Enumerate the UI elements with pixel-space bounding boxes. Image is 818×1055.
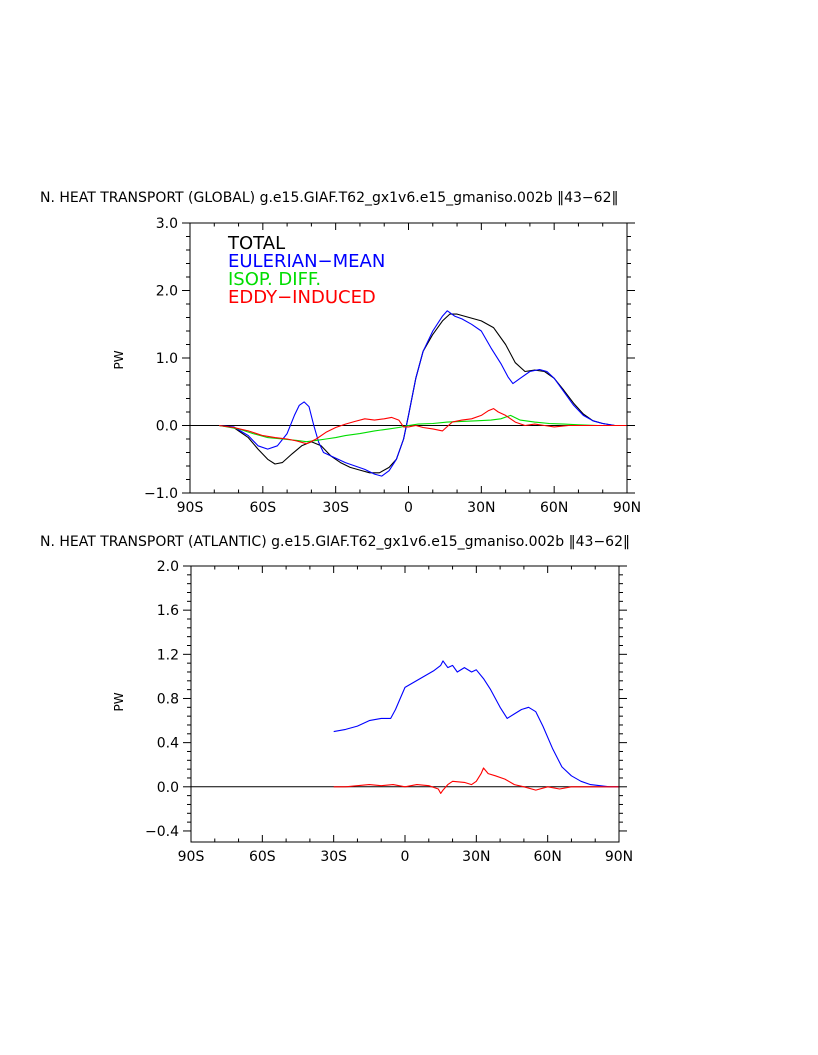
atlantic-chart-title: N. HEAT TRANSPORT (ATLANTIC) g.e15.GIAF.…: [40, 534, 630, 550]
series-line-eddy-induced: [219, 408, 627, 445]
y-tick-label: −0.4: [145, 824, 179, 840]
x-tick-label: 90S: [178, 849, 205, 865]
y-tick-label: 2.0: [157, 559, 179, 575]
y-tick-label: 1.2: [157, 647, 179, 663]
series-line-isop-diff: [219, 414, 627, 443]
x-tick-label: 30N: [462, 849, 490, 865]
x-tick-label: 60S: [249, 500, 276, 516]
x-tick-label: 0: [401, 849, 410, 865]
y-tick-label: 0.8: [157, 691, 179, 707]
x-tick-label: 30S: [320, 849, 347, 865]
atlantic-axis-ticks: [183, 565, 627, 842]
series-line-eulerian-mean: [333, 660, 619, 788]
legend-isop-diff: ISOP. DIFF.: [228, 269, 321, 290]
legend-eulerian-mean: EULERIAN−MEAN: [228, 251, 385, 272]
x-tick-label: 90N: [605, 849, 633, 865]
x-tick-label: 60S: [249, 849, 276, 865]
atlantic-heat-transport-chart: N. HEAT TRANSPORT (ATLANTIC) g.e15.GIAF.…: [40, 534, 633, 865]
legend-total: TOTAL: [227, 233, 285, 254]
atlantic-series-lines: [191, 660, 619, 794]
y-tick-label: 0.0: [157, 780, 179, 796]
y-tick-label: 0.0: [156, 419, 178, 435]
global-chart-title: N. HEAT TRANSPORT (GLOBAL) g.e15.GIAF.T6…: [40, 190, 618, 206]
x-tick-label: 60N: [534, 849, 562, 865]
atlantic-tick-labels: 90S 60S 30S 0 30N 60N 90N −0.4 0.0 0.4 0.8 1.2 1.6 2.…: [145, 559, 633, 865]
series-line-total: [219, 313, 627, 474]
x-tick-label: 0: [404, 500, 413, 516]
global-legend: TOTAL EULERIAN−MEAN ISOP. DIFF. EDDY−IND…: [227, 233, 385, 308]
global-plot-frame: [189, 222, 628, 494]
y-tick-label: −1.0: [144, 486, 178, 502]
global-tick-labels: 90S 60S 30S 0 30N 60N 90N −1.0 0.0 1.0 2.0 3.0: [144, 216, 641, 516]
atlantic-y-axis-label: PW: [112, 692, 126, 711]
y-tick-label: 1.6: [157, 603, 179, 619]
x-tick-label: 90N: [613, 500, 641, 516]
y-tick-label: 3.0: [156, 216, 178, 232]
series-line-eddy-induced: [333, 767, 619, 794]
x-tick-label: 30N: [467, 500, 495, 516]
x-tick-label: 30S: [322, 500, 349, 516]
y-tick-label: 2.0: [156, 284, 178, 300]
atlantic-plot-frame: [190, 565, 620, 843]
x-tick-label: 90S: [177, 500, 204, 516]
y-tick-label: 1.0: [156, 351, 178, 367]
global-series-lines: [190, 310, 627, 477]
global-y-axis-label: PW: [112, 350, 126, 369]
legend-eddy-induced: EDDY−INDUCED: [228, 287, 376, 308]
global-heat-transport-chart: N. HEAT TRANSPORT (GLOBAL) g.e15.GIAF.T6…: [40, 190, 641, 516]
y-tick-label: 0.4: [157, 736, 179, 752]
x-tick-label: 60N: [540, 500, 568, 516]
series-line-eulerian-mean: [219, 310, 627, 477]
